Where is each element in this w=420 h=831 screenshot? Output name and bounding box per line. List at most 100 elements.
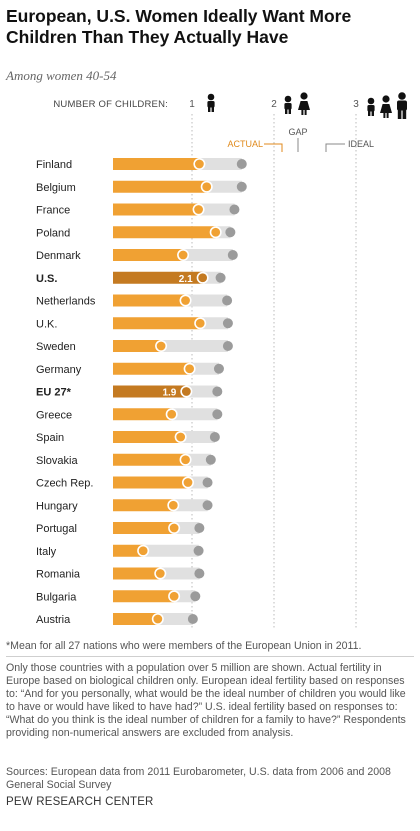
actual-point — [183, 362, 196, 375]
actual-point — [167, 499, 180, 512]
category-label: Bulgaria — [36, 591, 77, 603]
actual-point — [174, 430, 187, 443]
data-label: 1.9 — [162, 388, 176, 399]
category-label: Hungary — [36, 500, 78, 512]
category-label: Czech Rep. — [36, 478, 93, 490]
actual-point — [194, 317, 207, 330]
data-label: 2.1 — [179, 274, 193, 285]
actual-bar — [113, 317, 201, 330]
category-label: Poland — [36, 227, 70, 239]
actual-bar — [113, 180, 207, 193]
ideal-point — [236, 181, 247, 192]
gap-bar — [185, 453, 211, 466]
legend-actual-pointer — [264, 143, 283, 152]
gap-bar — [157, 613, 193, 625]
actual-point — [154, 567, 167, 580]
category-label: Romania — [36, 569, 81, 581]
category-label: Belgium — [36, 182, 76, 194]
category-label: Finland — [36, 159, 72, 171]
actual-bar — [113, 362, 190, 375]
actual-bar — [113, 476, 188, 489]
category-label: France — [36, 205, 70, 217]
legend-actual: ACTUAL — [227, 139, 263, 149]
actual-point — [137, 544, 150, 557]
ideal-point — [187, 614, 198, 624]
actual-bar — [113, 499, 174, 512]
actual-bar — [113, 249, 184, 261]
actual-bar — [113, 590, 175, 603]
divider — [6, 656, 414, 657]
actual-point — [181, 476, 194, 489]
gap-bar — [161, 340, 228, 352]
ideal-point — [229, 204, 240, 215]
actual-point — [165, 408, 178, 421]
ideal-point — [193, 545, 204, 556]
gap-bar — [206, 180, 242, 193]
ideal-point — [215, 272, 226, 283]
sources-note: Sources: European data from 2011 Eurobar… — [6, 766, 391, 792]
actual-point — [196, 271, 209, 284]
ideal-point — [202, 500, 213, 511]
category-label: Germany — [36, 364, 82, 376]
ideal-point — [209, 432, 220, 442]
actual-point — [155, 340, 168, 353]
gap-bar — [200, 317, 228, 330]
gap-bar — [183, 249, 233, 261]
actual-point — [209, 226, 222, 239]
gap-bar — [173, 499, 208, 512]
footnote: *Mean for all 27 nations who were member… — [6, 640, 362, 652]
pew-brand: PEW RESEARCH CENTER — [6, 796, 154, 808]
girl-icon — [298, 92, 310, 115]
category-label: Austria — [36, 614, 71, 626]
ideal-point — [225, 227, 236, 238]
actual-point — [168, 521, 181, 534]
axis-label: NUMBER OF CHILDREN: — [53, 99, 168, 110]
actual-bar — [113, 271, 203, 284]
category-label: Sweden — [36, 341, 76, 353]
gap-bar — [186, 385, 218, 398]
ideal-point — [212, 409, 223, 420]
ideal-point — [194, 568, 205, 579]
gap-bar — [160, 567, 200, 580]
actual-bar — [113, 385, 187, 398]
ideal-point — [222, 295, 233, 306]
ideal-point — [205, 454, 216, 465]
actual-point — [192, 203, 205, 216]
gap-bar — [185, 294, 228, 307]
category-label: EU 27* — [36, 387, 72, 399]
actual-bar — [113, 340, 162, 352]
gap-bar — [143, 544, 199, 557]
girl-icon — [380, 95, 392, 118]
category-label: Netherlands — [36, 296, 96, 308]
actual-bar — [113, 294, 186, 307]
actual-bar — [113, 408, 172, 421]
actual-bar — [113, 567, 161, 580]
actual-bar — [113, 522, 175, 534]
legend-ideal-pointer — [325, 143, 345, 152]
axis-tick-label: 3 — [353, 99, 359, 110]
ideal-point — [222, 341, 233, 351]
gap-bar — [199, 158, 242, 170]
actual-point — [179, 294, 192, 307]
actual-bar — [113, 158, 200, 170]
gap-bar — [180, 431, 215, 443]
actual-point — [177, 249, 190, 262]
gap-bar — [189, 362, 219, 375]
gap-bar — [174, 522, 200, 534]
category-label: U.K. — [36, 318, 57, 330]
category-label: Greece — [36, 409, 72, 421]
axis-tick-label: 2 — [271, 99, 277, 110]
actual-bar — [113, 544, 144, 557]
category-label: Italy — [36, 546, 57, 558]
ideal-point — [212, 386, 223, 397]
methodology-note: Only those countries with a population o… — [6, 662, 406, 740]
actual-bar — [113, 203, 199, 216]
baby-icon — [207, 93, 215, 112]
category-label: Portugal — [36, 523, 77, 535]
actual-bar — [113, 453, 186, 466]
ideal-point — [202, 477, 213, 488]
ideal-point — [222, 318, 233, 329]
ideal-point — [227, 250, 238, 260]
ideal-point — [190, 591, 201, 602]
legend-ideal: IDEAL — [348, 139, 374, 149]
